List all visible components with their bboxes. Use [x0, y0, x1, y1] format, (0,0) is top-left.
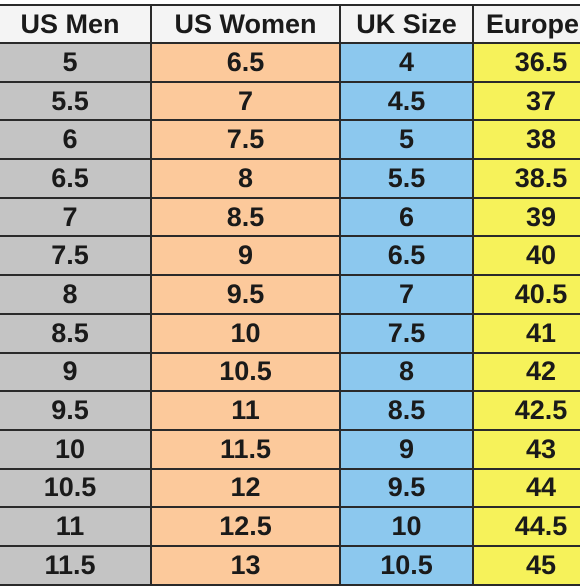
cell-europe: 38.5: [472, 158, 580, 199]
cell-us-men: 8.5: [0, 312, 152, 354]
cell-us-men: 10: [0, 428, 152, 470]
table-row: 11 12.5 10 44.5: [0, 506, 580, 547]
cell-europe: 40: [472, 235, 580, 277]
cell-us-men: 7: [0, 196, 152, 238]
table-row: 7 8.5 6 39: [0, 196, 580, 238]
cell-europe: 42: [472, 351, 580, 393]
cell-us-men: 9.5: [0, 390, 152, 431]
cell-us-men: 6: [0, 119, 152, 161]
cell-uk-size: 10: [339, 506, 474, 547]
cell-uk-size: 6: [339, 196, 474, 238]
cell-europe: 44.5: [472, 506, 580, 547]
cell-us-women: 11.5: [150, 428, 341, 470]
cell-us-women: 8: [150, 158, 341, 199]
table-row: 5.5 7 4.5 37: [0, 80, 580, 122]
table-row: 11.5 13 10.5 45: [0, 544, 580, 586]
cell-uk-size: 8.5: [339, 390, 474, 431]
cell-europe: 41: [472, 312, 580, 354]
table-row: 6 7.5 5 38: [0, 119, 580, 161]
cell-us-women: 11: [150, 390, 341, 431]
table-row: 7.5 9 6.5 40: [0, 235, 580, 277]
cell-europe: 44: [472, 467, 580, 509]
table-row: 10.5 12 9.5 44: [0, 467, 580, 509]
cell-us-women: 13: [150, 544, 341, 586]
cell-uk-size: 9: [339, 428, 474, 470]
cell-uk-size: 7: [339, 274, 474, 315]
header-row: US Men US Women UK Size Europe: [0, 4, 580, 44]
cell-uk-size: 5: [339, 119, 474, 161]
header-europe: Europe: [472, 4, 580, 44]
cell-us-men: 11: [0, 506, 152, 547]
cell-europe: 42.5: [472, 390, 580, 431]
cell-uk-size: 7.5: [339, 312, 474, 354]
cell-us-men: 11.5: [0, 544, 152, 586]
cell-europe: 39: [472, 196, 580, 238]
cell-europe: 38: [472, 119, 580, 161]
cell-europe: 40.5: [472, 274, 580, 315]
cell-europe: 36.5: [472, 42, 580, 83]
table-row: 9 10.5 8 42: [0, 351, 580, 393]
header-us-women: US Women: [150, 4, 341, 44]
size-chart: US Men US Women UK Size Europe 5 6.5 4 36.5…: [0, 4, 580, 586]
cell-us-women: 10.5: [150, 351, 341, 393]
cell-us-women: 8.5: [150, 196, 341, 238]
cell-us-women: 9: [150, 235, 341, 277]
cell-us-men: 6.5: [0, 158, 152, 199]
table-row: 6.5 8 5.5 38.5: [0, 158, 580, 199]
size-conversion-table: US Men US Women UK Size Europe 5 6.5 4 36.5…: [0, 4, 580, 586]
cell-uk-size: 4: [339, 42, 474, 83]
cell-us-women: 7: [150, 80, 341, 122]
table-row: 5 6.5 4 36.5: [0, 42, 580, 83]
cell-uk-size: 9.5: [339, 467, 474, 509]
cell-us-men: 8: [0, 274, 152, 315]
cell-us-women: 9.5: [150, 274, 341, 315]
cell-us-men: 10.5: [0, 467, 152, 509]
cell-uk-size: 5.5: [339, 158, 474, 199]
cell-us-men: 5.5: [0, 80, 152, 122]
cell-uk-size: 6.5: [339, 235, 474, 277]
table-body: 5 6.5 4 36.5 5.5 7 4.5 37 6 7.5 5 38 6.5 8 5.5 38.5 7 8.5…: [0, 42, 580, 586]
header-uk-size: UK Size: [339, 4, 474, 44]
cell-us-women: 12: [150, 467, 341, 509]
header-us-men: US Men: [0, 4, 152, 44]
cell-us-women: 12.5: [150, 506, 341, 547]
cell-us-men: 9: [0, 351, 152, 393]
cell-us-women: 6.5: [150, 42, 341, 83]
cell-europe: 45: [472, 544, 580, 586]
cell-us-women: 7.5: [150, 119, 341, 161]
cell-europe: 43: [472, 428, 580, 470]
table-row: 10 11.5 9 43: [0, 428, 580, 470]
table-row: 9.5 11 8.5 42.5: [0, 390, 580, 431]
cell-us-women: 10: [150, 312, 341, 354]
table-row: 8 9.5 7 40.5: [0, 274, 580, 315]
table-row: 8.5 10 7.5 41: [0, 312, 580, 354]
cell-us-men: 5: [0, 42, 152, 83]
cell-uk-size: 10.5: [339, 544, 474, 586]
cell-uk-size: 8: [339, 351, 474, 393]
cell-us-men: 7.5: [0, 235, 152, 277]
cell-europe: 37: [472, 80, 580, 122]
cell-uk-size: 4.5: [339, 80, 474, 122]
